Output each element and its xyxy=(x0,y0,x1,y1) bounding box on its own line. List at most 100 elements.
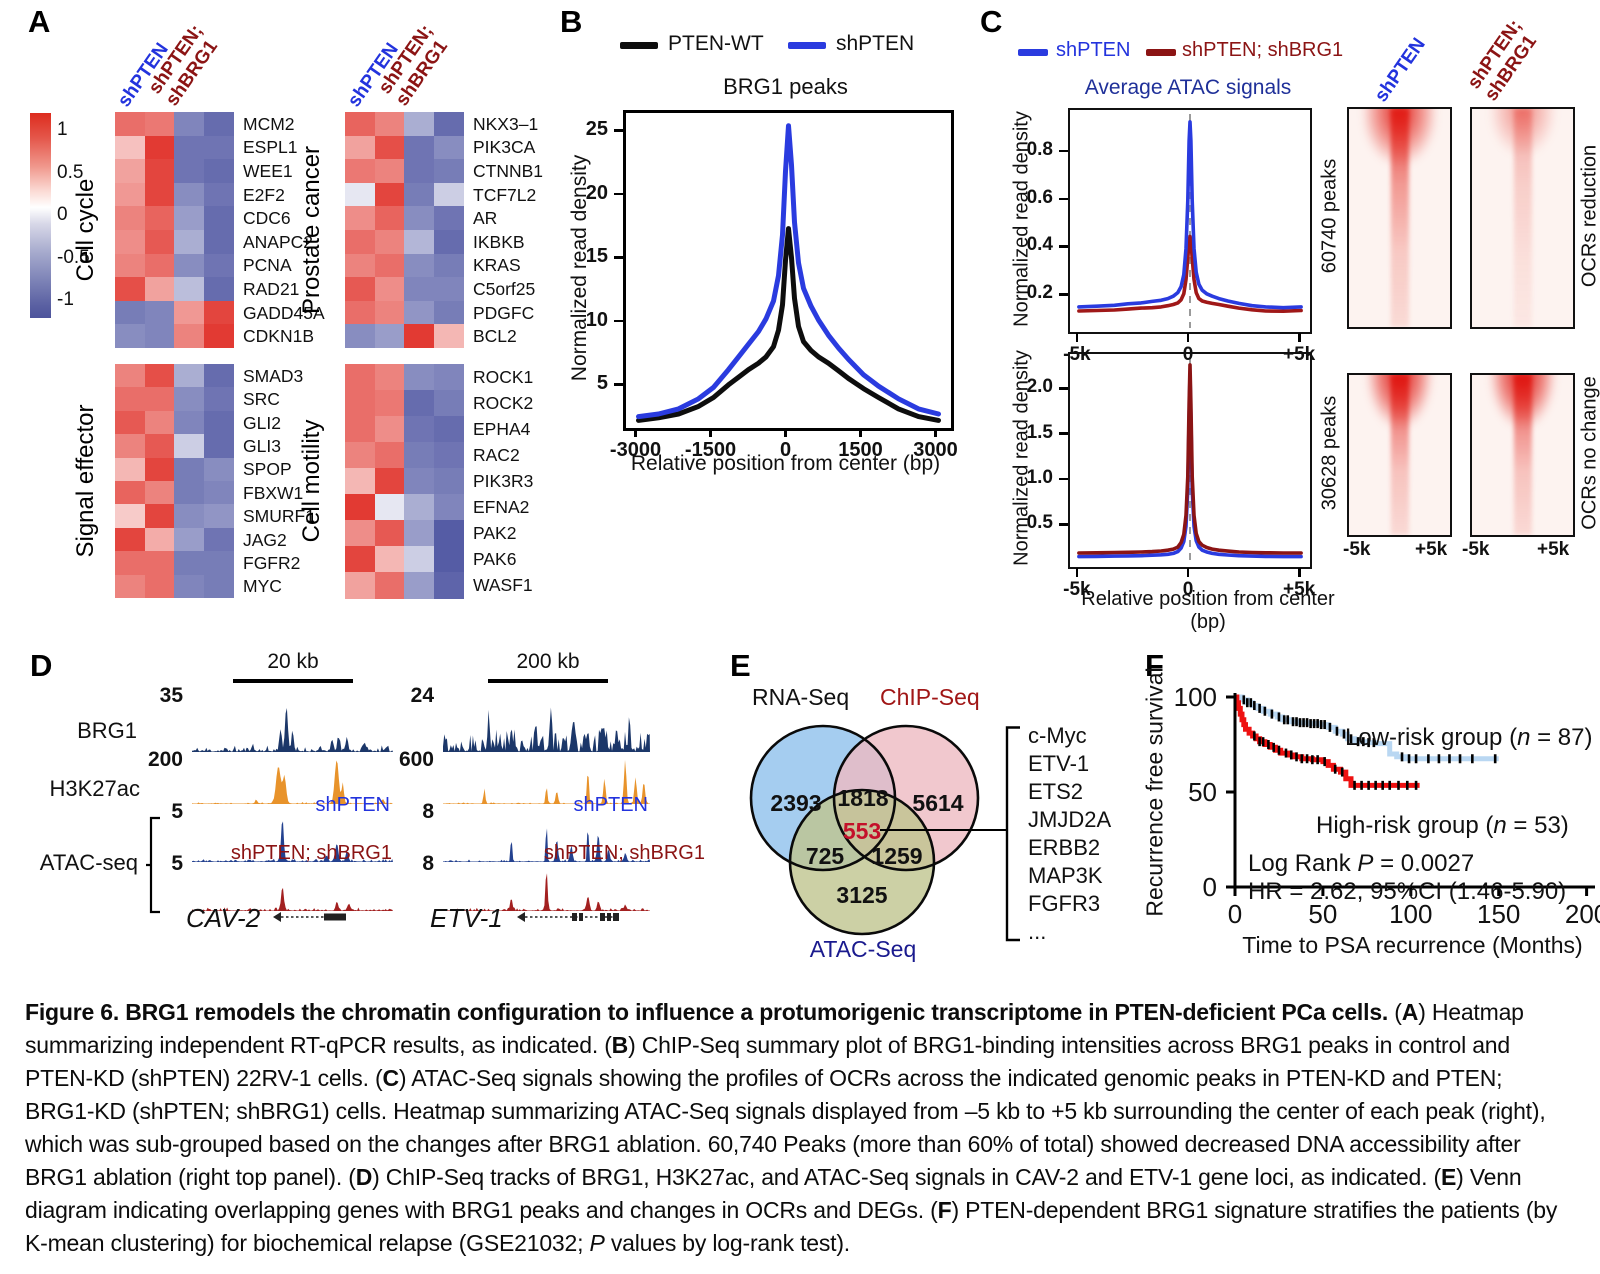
ann-text: = 0.0027 xyxy=(1373,850,1475,877)
heatmap-cell xyxy=(345,494,375,521)
heatmap-cell xyxy=(345,546,375,573)
overlap-gene-item: ... xyxy=(1028,919,1047,944)
x-tick-label: 0 xyxy=(779,439,792,461)
y-tick-label: 0 xyxy=(1202,872,1217,902)
x-tick-label: +5k xyxy=(1282,578,1316,600)
heatmap-cell xyxy=(144,457,175,482)
heatmap-cell xyxy=(203,135,234,160)
gene-label: PAK6 xyxy=(473,549,517,569)
gene-label: RAC2 xyxy=(473,445,520,465)
legend-swatch-shpten-shbrg1 xyxy=(1146,49,1176,56)
gene-label: FBXW1 xyxy=(243,482,304,503)
caption-segment: ) ATAC-Seq signals showing the profiles … xyxy=(25,1065,1546,1190)
track-scale: 600 xyxy=(398,748,434,771)
heatmap-cell xyxy=(174,457,204,482)
heatmap-cell xyxy=(404,494,434,521)
x-tick-label: 0 xyxy=(1227,899,1243,929)
heatmap-cell xyxy=(144,206,175,231)
x-tick-label: 50 xyxy=(1308,899,1338,929)
heatmap-cell xyxy=(203,112,234,137)
heatmap-cell xyxy=(404,468,434,495)
heatmap-cell xyxy=(433,300,464,325)
y-tick-label: 1.0 xyxy=(1026,466,1053,488)
heatmap-cell xyxy=(433,390,464,417)
x-tick-label: 100 xyxy=(1389,899,1433,929)
survival-chart xyxy=(1226,693,1595,896)
x-tick-label: +5k xyxy=(1282,343,1316,365)
venn-count-rna: 2393 xyxy=(770,790,822,816)
heatmap-cell xyxy=(404,416,434,443)
heatmap-cell xyxy=(374,112,405,137)
column-header-shpten: shPTEN xyxy=(1370,34,1430,106)
panel-d-letter: D xyxy=(30,648,53,683)
heatmap-cell xyxy=(174,230,204,255)
series-shpten-shbrg1 xyxy=(1077,234,1303,313)
gene-model-etv1 xyxy=(517,912,620,922)
heatmap-cell xyxy=(203,182,234,207)
heatmap-cell xyxy=(374,324,405,349)
panel-c-xlabel: Relative position from center (bp) xyxy=(1081,588,1335,633)
heatmap-cell xyxy=(144,434,175,459)
y-tick xyxy=(1059,245,1068,248)
x-tick xyxy=(1075,567,1079,577)
gene-label: PDGFC xyxy=(473,302,535,323)
series-shpten-shbrg1 xyxy=(1077,363,1303,555)
y-tick-label: 15 xyxy=(585,245,608,268)
heatmap-cell xyxy=(174,574,204,599)
heatmap-cell xyxy=(174,182,204,207)
venn-diagram xyxy=(749,724,980,936)
ann-text: Low-risk group ( xyxy=(1345,724,1518,751)
heatmap-cell xyxy=(345,159,375,184)
y-tick-label: 50 xyxy=(1188,777,1217,807)
heatmap-cell xyxy=(345,135,375,160)
heatmap-cell xyxy=(404,520,434,547)
gene-label: WASF1 xyxy=(473,575,533,595)
track-scale: 5 xyxy=(171,800,183,823)
heatmap-cell xyxy=(433,159,464,184)
heatmap-cell xyxy=(203,300,234,325)
heatmap-cell xyxy=(174,324,204,349)
heatmap-cell xyxy=(144,112,175,137)
heatmap-cell xyxy=(374,442,405,469)
heatmap-cell xyxy=(144,182,175,207)
y-tick xyxy=(1059,292,1068,296)
venn-count-rna-atac: 725 xyxy=(805,843,845,869)
x-tick-label: 150 xyxy=(1476,899,1521,929)
colorbar-tick-label: -0.5 xyxy=(57,246,90,268)
gene-label: GADD45A xyxy=(243,302,325,323)
track-label-atac-seq: ATAC-seq xyxy=(39,850,138,875)
track-scale: 5 xyxy=(171,852,183,875)
venn-count-center: 553 xyxy=(842,818,882,844)
heatmap-cell xyxy=(404,206,434,231)
heatmap-cell xyxy=(115,112,145,137)
gene-label: E2F2 xyxy=(243,184,285,205)
gene-label: RAD21 xyxy=(243,279,300,299)
panel-f-letter: F xyxy=(1145,648,1164,683)
heatmap-cell xyxy=(374,277,405,302)
hm-xtick: +5k xyxy=(1415,539,1448,560)
annotation-high-risk: High-risk group (n = 53) xyxy=(1316,812,1569,840)
heatmap-cell xyxy=(115,159,145,184)
heatmap-cell xyxy=(115,135,145,160)
x-tick-label: -1500 xyxy=(684,439,737,461)
atac-shbrg1-track-etv1 xyxy=(443,873,650,911)
series-pten-wt xyxy=(636,226,941,423)
overlap-gene-item: c-Myc xyxy=(1028,723,1087,748)
ann-text: High-risk group ( xyxy=(1316,812,1494,839)
heatmap-cell xyxy=(345,277,375,302)
caption-segment: ) ChIP-Seq summary plot of BRG1-binding … xyxy=(25,1032,1510,1091)
atac-heatmap-shbrg1-nochange xyxy=(1470,373,1575,537)
heatmap-cell xyxy=(345,324,375,349)
heatmap-cell xyxy=(115,457,145,482)
atac-signal-chart-top xyxy=(1068,108,1312,334)
ann-n: n xyxy=(1493,812,1507,839)
heatmap-cell xyxy=(174,364,204,388)
y-tick-label: 0.4 xyxy=(1026,234,1053,256)
x-tick-label: 3000 xyxy=(913,439,958,461)
x-tick xyxy=(1297,332,1301,342)
track-label-h3k27ac: H3K27ac xyxy=(49,776,140,801)
gene-label: SRC xyxy=(243,389,280,410)
heatmap-cell xyxy=(374,520,405,547)
heatmap-cell xyxy=(115,182,145,207)
series-shpten xyxy=(1077,120,1303,310)
